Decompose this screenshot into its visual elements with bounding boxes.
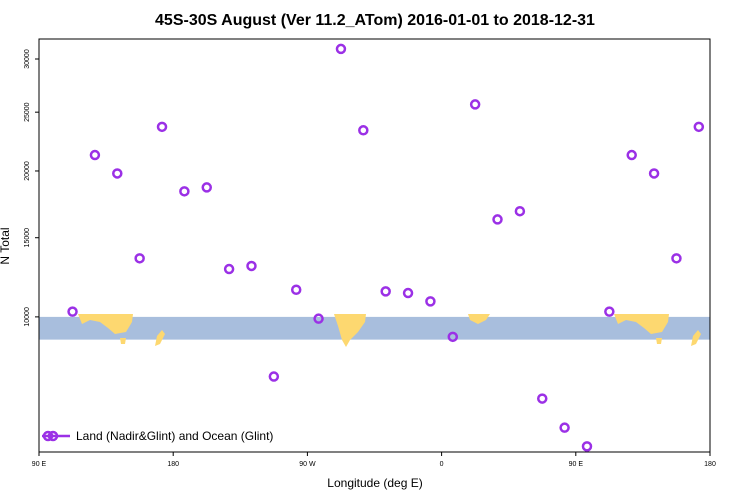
world-map-band — [39, 314, 710, 347]
data-point — [290, 284, 302, 295]
y-tick-label: 30000 — [24, 49, 31, 69]
data-point — [402, 287, 414, 299]
data-point — [134, 253, 145, 264]
y-tick-label: 15000 — [24, 228, 31, 248]
x-axis-label: Longitude (deg E) — [327, 476, 422, 490]
data-point — [67, 306, 78, 317]
land-shape — [691, 330, 701, 346]
data-point — [626, 149, 637, 161]
y-axis: 10000 15000 20000 25000 30000 — [24, 49, 39, 327]
data-point — [246, 260, 257, 272]
chart-title: 45S-30S August (Ver 11.2_ATom) 2016-01-0… — [155, 12, 595, 29]
x-axis: 90 E 180 90 W 0 90 E 180 — [32, 452, 716, 468]
land-shape — [614, 314, 669, 334]
data-point — [514, 205, 526, 217]
land-shape — [656, 338, 662, 344]
data-point — [268, 371, 280, 382]
legend-marker — [42, 430, 54, 442]
data-point — [380, 286, 391, 297]
x-tick-label: 180 — [704, 461, 716, 468]
land-shape — [468, 314, 490, 324]
data-point — [201, 182, 212, 193]
data-point — [223, 263, 235, 275]
data-points — [67, 43, 705, 452]
x-tick-label: 90 E — [32, 461, 47, 468]
x-tick-label: 90 W — [299, 461, 316, 468]
data-point — [89, 149, 101, 161]
data-point — [537, 393, 548, 404]
data-point — [693, 121, 705, 133]
y-tick-label: 20000 — [24, 161, 31, 181]
land-shape — [120, 338, 126, 344]
legend-marker — [47, 430, 59, 442]
data-point — [335, 43, 347, 55]
data-point — [492, 214, 503, 225]
land-shape — [155, 330, 165, 346]
data-point — [425, 296, 436, 307]
data-point — [358, 125, 369, 136]
x-tick-label: 0 — [440, 461, 444, 468]
land-shape — [78, 314, 133, 334]
y-axis-label: N Total — [0, 227, 12, 264]
data-point — [671, 253, 682, 264]
plot-frame — [38, 38, 711, 453]
ocean-band — [39, 316, 710, 340]
y-tick-label: 10000 — [24, 307, 31, 327]
legend-label: Land (Nadir&Glint) and Ocean (Glint) — [76, 429, 273, 443]
data-point — [112, 168, 123, 179]
data-point — [559, 422, 570, 433]
data-point — [156, 121, 168, 133]
land-shape — [334, 314, 366, 347]
data-point — [179, 186, 190, 197]
data-point — [469, 99, 481, 110]
data-point — [648, 168, 660, 179]
data-point — [581, 441, 593, 452]
data-point — [604, 306, 615, 317]
data-point — [447, 331, 459, 343]
x-tick-label: 180 — [167, 461, 179, 468]
data-point — [313, 313, 324, 324]
legend: Land (Nadir&Glint) and Ocean (Glint) — [42, 429, 273, 443]
y-tick-label: 25000 — [24, 102, 31, 122]
x-tick-label: 90 E — [569, 461, 584, 468]
